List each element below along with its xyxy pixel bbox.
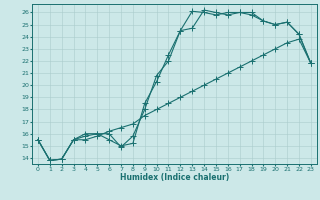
X-axis label: Humidex (Indice chaleur): Humidex (Indice chaleur) (120, 173, 229, 182)
